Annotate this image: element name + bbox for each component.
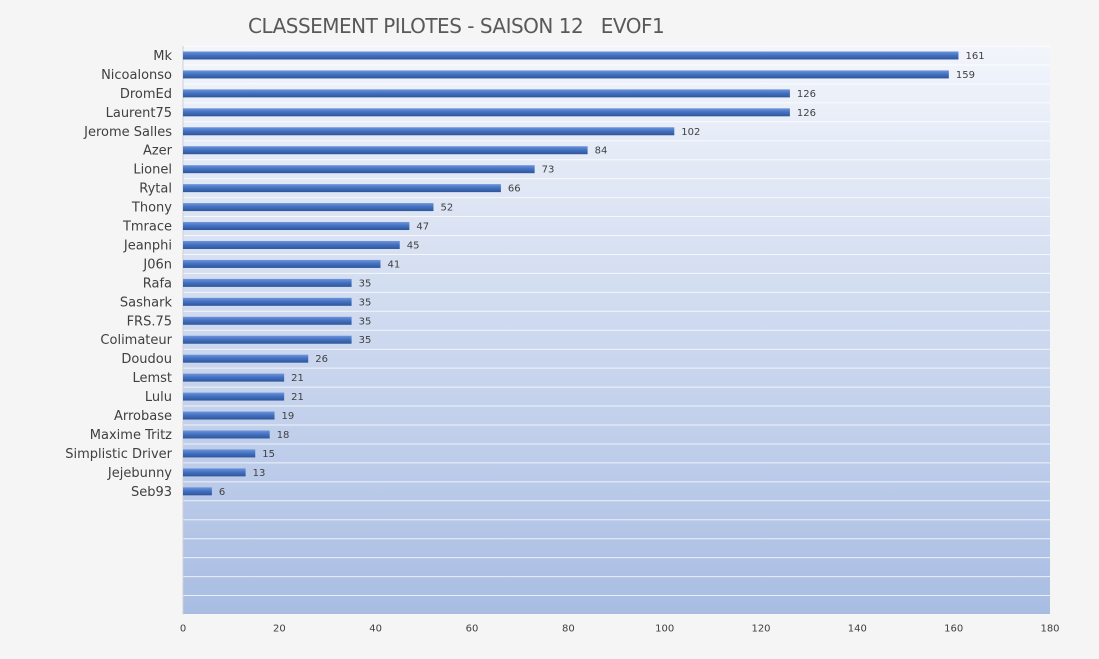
bar (183, 335, 352, 344)
x-tick-label: 60 (466, 624, 479, 635)
data-label: 35 (359, 316, 372, 327)
category-label: Lemst (132, 371, 172, 386)
bar (183, 51, 959, 60)
x-tick-label: 0 (180, 624, 186, 635)
bar (183, 184, 501, 193)
bar (183, 373, 285, 382)
x-tick-label: 140 (848, 624, 867, 635)
data-label: 6 (219, 487, 225, 498)
category-label: J06n (142, 257, 172, 272)
category-label: FRS.75 (127, 314, 172, 329)
category-label: DromEd (120, 87, 172, 102)
bar (183, 240, 400, 249)
bar (183, 203, 434, 212)
category-label: Colimateur (100, 333, 172, 348)
bar (183, 108, 790, 117)
bar (183, 468, 246, 477)
x-tick-label: 180 (1040, 624, 1059, 635)
data-label: 19 (282, 411, 295, 422)
data-label: 159 (956, 70, 975, 81)
data-label: 35 (359, 278, 372, 289)
data-label: 52 (440, 203, 453, 214)
bar (183, 392, 285, 401)
category-label: Maxime Tritz (90, 428, 172, 443)
category-label: Arrobase (114, 409, 172, 424)
bar (183, 259, 381, 268)
data-label: 15 (262, 449, 275, 460)
category-label: Jejebunny (107, 466, 172, 481)
category-label: Sashark (120, 295, 173, 310)
category-label: Jeanphi (123, 238, 172, 253)
data-label: 84 (595, 146, 608, 157)
data-label: 66 (508, 184, 521, 195)
x-tick-label: 20 (273, 624, 286, 635)
data-label: 21 (291, 373, 304, 384)
category-label: Doudou (121, 352, 172, 367)
category-label: Lulu (145, 390, 172, 405)
data-label: 35 (359, 335, 372, 346)
data-label: 47 (416, 222, 429, 233)
data-label: 21 (291, 392, 304, 403)
bar (183, 127, 675, 136)
bar (183, 430, 270, 439)
category-label: Jerome Salles (83, 125, 172, 140)
category-label: Mk (153, 49, 172, 64)
chart-title: CLASSEMENT PILOTES - SAISON 12 EVOF1 (248, 14, 665, 38)
data-label: 35 (359, 297, 372, 308)
bar (183, 278, 352, 287)
x-tick-label: 160 (944, 624, 963, 635)
data-label: 26 (315, 354, 328, 365)
category-label: Nicoalonso (101, 68, 172, 83)
bar (183, 297, 352, 306)
data-label: 41 (387, 259, 400, 270)
bar (183, 89, 790, 98)
x-tick-label: 120 (751, 624, 770, 635)
category-label: Azer (143, 144, 173, 159)
bar (183, 354, 309, 363)
data-label: 18 (277, 430, 290, 441)
bar (183, 70, 949, 79)
bar (183, 449, 256, 458)
category-label: Seb93 (131, 485, 172, 500)
category-label: Lionel (133, 163, 172, 178)
bar (183, 222, 410, 231)
bar (183, 411, 275, 420)
bar (183, 487, 212, 496)
bar (183, 165, 535, 174)
category-label: Tmrace (122, 220, 172, 235)
data-label: 161 (965, 51, 984, 62)
category-label: Thony (131, 201, 172, 216)
category-label: Rafa (143, 276, 172, 291)
bar (183, 146, 588, 155)
data-label: 126 (797, 89, 816, 100)
x-tick-label: 80 (562, 624, 575, 635)
x-tick-label: 40 (369, 624, 382, 635)
data-label: 102 (681, 127, 700, 138)
data-label: 45 (407, 240, 420, 251)
category-label: Rytal (139, 182, 172, 197)
category-label: Simplistic Driver (65, 447, 172, 462)
category-label: Laurent75 (106, 106, 172, 121)
data-label: 73 (542, 165, 555, 176)
data-label: 13 (253, 468, 266, 479)
data-label: 126 (797, 108, 816, 119)
bar (183, 316, 352, 325)
x-tick-label: 100 (655, 624, 674, 635)
